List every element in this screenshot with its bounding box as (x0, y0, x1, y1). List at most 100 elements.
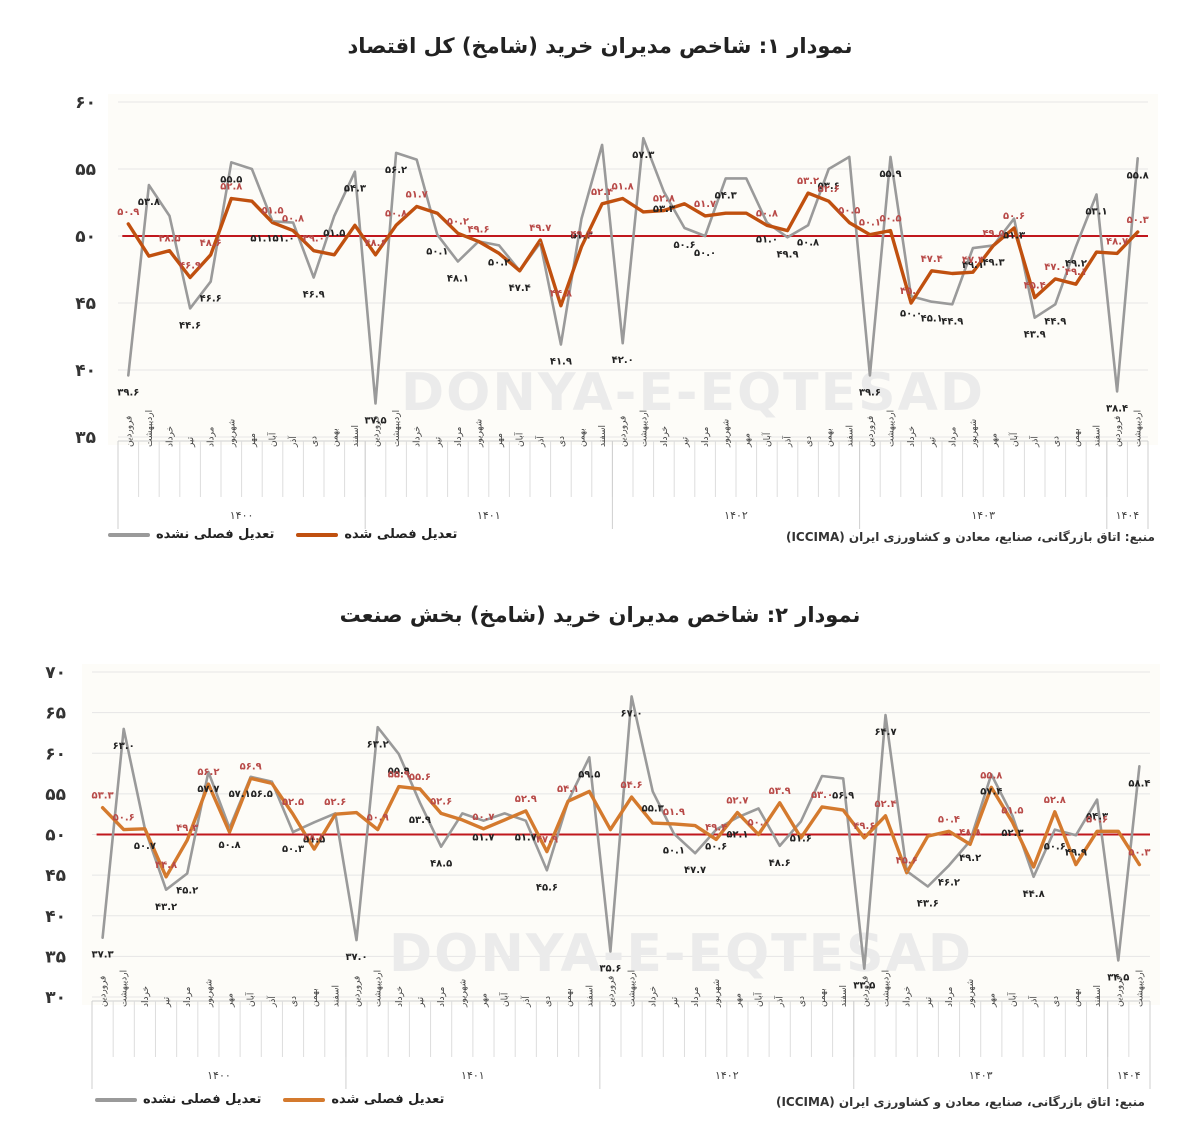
chart1-series-adjusted-point (127, 223, 130, 225)
chart2-series-unadjusted-point (313, 821, 315, 824)
chart2-series-unadjusted-point (588, 756, 591, 759)
chart2-series-adjusted-point (144, 828, 146, 830)
chart2-series-adjusted-point (948, 830, 950, 833)
chart2-series-unadjusted-data-label: ۵۶.۹ (832, 790, 854, 801)
chart1-series-adjusted-point (1013, 227, 1015, 229)
chart1-series-unadjusted-point (786, 236, 789, 239)
chart1-series-unadjusted-point (251, 168, 253, 170)
chart2-series-unadjusted-data-label: ۴۹.۹ (1065, 847, 1087, 858)
chart2-legend-unadjusted-label: تعدیل فصلی نشده (143, 1092, 262, 1107)
chart1-series-adjusted-data-label: ۴۸.۶ (200, 238, 222, 249)
chart1-x-tick: تیر (928, 436, 938, 448)
chart1-series-unadjusted-point (724, 177, 727, 180)
chart1-x-tick: دی (310, 436, 320, 447)
chart2-x-tick: آذر (1028, 996, 1040, 1008)
chart1-series-adjusted-point (642, 211, 645, 213)
chart1-series-adjusted-point (580, 245, 583, 248)
chart1-series-adjusted-point (724, 212, 727, 215)
chart2-series-adjusted-point (355, 811, 358, 814)
chart1-year-label: ۱۴۰۴ (1116, 509, 1140, 522)
chart1-series-unadjusted-data-label: ۴۹.۲ (1065, 259, 1087, 270)
chart2-series-unadjusted-point (842, 777, 844, 780)
chart2-series-unadjusted-point (228, 827, 231, 829)
chart2-series-unadjusted-point (101, 936, 104, 939)
chart1-series-unadjusted-point (498, 244, 500, 247)
chart2-series-unadjusted-point (376, 726, 379, 729)
chart2-series-unadjusted-data-label: ۵۷.۷ (197, 784, 219, 795)
chart1-series-adjusted-data-label: ۴۸.۶ (364, 238, 386, 249)
chart2-series-adjusted-point (1117, 830, 1120, 833)
chart2-series-unadjusted-data-label: ۵۳.۹ (409, 815, 431, 826)
chart2-series-unadjusted-data-label: ۵۴.۳ (1086, 812, 1108, 823)
chart2-y-tick: ۳۵ (45, 947, 66, 967)
chart2-y-tick: ۷۰ (45, 663, 66, 683)
chart2-series-adjusted-point (334, 813, 337, 815)
chart2-x-tick: خرداد (141, 986, 151, 1007)
chart1-series-unadjusted-data-label: ۵۳.۱ (1085, 206, 1107, 217)
chart1-series-adjusted-point (374, 253, 377, 256)
chart2-x-tick: اردیبهشت (1135, 970, 1145, 1007)
chart2-series-adjusted-line (100, 776, 1142, 879)
chart1-series-adjusted-point (869, 233, 871, 236)
chart2-x-tick: فروردین (606, 976, 616, 1007)
chart1-legend-unadjusted: تعدیل فصلی نشده (108, 527, 274, 542)
chart2-series-adjusted-point (905, 871, 908, 874)
chart1-series-unadjusted-data-label: ۳۹.۶ (859, 387, 881, 398)
chart2-x-tick: بهمن (564, 988, 574, 1007)
chart1-series-adjusted-data-label: ۵۰.۵ (838, 206, 860, 217)
chart1-y-tick: ۴۵ (75, 294, 96, 314)
chart1-series-unadjusted-point (1013, 217, 1015, 220)
chart2-series-unadjusted-data-label: ۵۵.۳ (642, 803, 664, 814)
chart2-series-unadjusted-data-label: ۴۷.۷ (684, 865, 706, 876)
chart2-series-adjusted-data-label: ۵۰.۶ (113, 813, 135, 824)
chart1-series-unadjusted-point (148, 184, 150, 186)
chart2-series-adjusted-data-label: ۵۵.۹ (388, 770, 410, 781)
chart2-x-tick: مهر (987, 993, 997, 1008)
chart2-series-unadjusted-data-label: ۶۴.۷ (874, 727, 896, 738)
chart1-series-adjusted-point (1075, 283, 1077, 286)
chart1-series-adjusted-point (663, 209, 665, 212)
chart1-x-tick: اردیبهشت (887, 410, 897, 447)
chart2-legend-unadjusted-swatch (95, 1097, 137, 1102)
chart2-year-label: ۱۴۰۴ (1117, 1069, 1141, 1082)
chart1-series-unadjusted-data-label: ۵۳.۳ (653, 204, 675, 215)
chart2-series-adjusted-data-label: ۵۲.۷ (726, 796, 748, 807)
chart1-x-tick: آذر (782, 436, 794, 448)
chart1-series-unadjusted-data-label: ۳۸.۴ (1106, 403, 1128, 414)
chart2-series-unadjusted-point (398, 753, 400, 755)
chart2-series-adjusted-data-label: ۵۲.۵ (282, 797, 304, 808)
chart2-series-unadjusted-data-label: ۵۰.۸ (218, 840, 240, 851)
chart2-series-unadjusted-data-label: ۴۹.۲ (959, 853, 981, 864)
chart1-series-adjusted-point (209, 253, 212, 256)
chart2-series-unadjusted-data-label: ۵۷.۱۵۶.۵ (229, 789, 273, 800)
chart2-x-tick: اسفند (839, 985, 849, 1007)
chart1-series-unadjusted-point (1116, 390, 1118, 393)
chart1-series-unadjusted-point (354, 170, 356, 173)
chart1-series-unadjusted-point (209, 280, 212, 283)
chart2-series-unadjusted-point (1053, 828, 1056, 831)
chart2-series-unadjusted-data-label: ۶۳.۲ (367, 739, 389, 750)
chart2-series-adjusted-point (778, 802, 781, 804)
chart1-series-unadjusted-point (848, 156, 851, 158)
chart1-y-tick: ۶۰ (75, 93, 96, 113)
chart1-series-adjusted-point (930, 270, 933, 272)
chart2-series-adjusted-data-label: ۴۷.۹ (536, 835, 558, 846)
chart2-series-adjusted-point (482, 828, 485, 830)
chart1-x-tick: مهر (990, 433, 1000, 448)
chart2-series-adjusted-point (990, 786, 993, 789)
chart1-x-tick: اسفند (1093, 425, 1103, 447)
chart1-series-unadjusted-point (663, 190, 665, 193)
chart2-series-adjusted-data-label: ۵۴.۱ (557, 784, 579, 795)
chart1-series-unadjusted-point (395, 152, 397, 154)
chart1-series-adjusted-data-label: ۴۶.۹ (179, 261, 201, 272)
chart2-series-unadjusted-data-label: ۳۷.۳ (92, 950, 114, 961)
chart1-series-unadjusted-point (869, 374, 871, 377)
chart1-x-tick: شهریور (227, 419, 237, 448)
chart2-watermark: DONYA-E-EQTESAD (389, 924, 973, 984)
chart1-y-tick: ۳۵ (75, 428, 96, 448)
chart1-series-adjusted-data-label: ۵۰.۸ (756, 208, 778, 219)
chart1-x-tick: آذر (534, 436, 546, 448)
chart2-series-adjusted-point (630, 796, 633, 798)
chart2-series-unadjusted-point (609, 950, 612, 953)
chart2-series-unadjusted-data-label: ۵۸.۴ (1128, 778, 1150, 789)
